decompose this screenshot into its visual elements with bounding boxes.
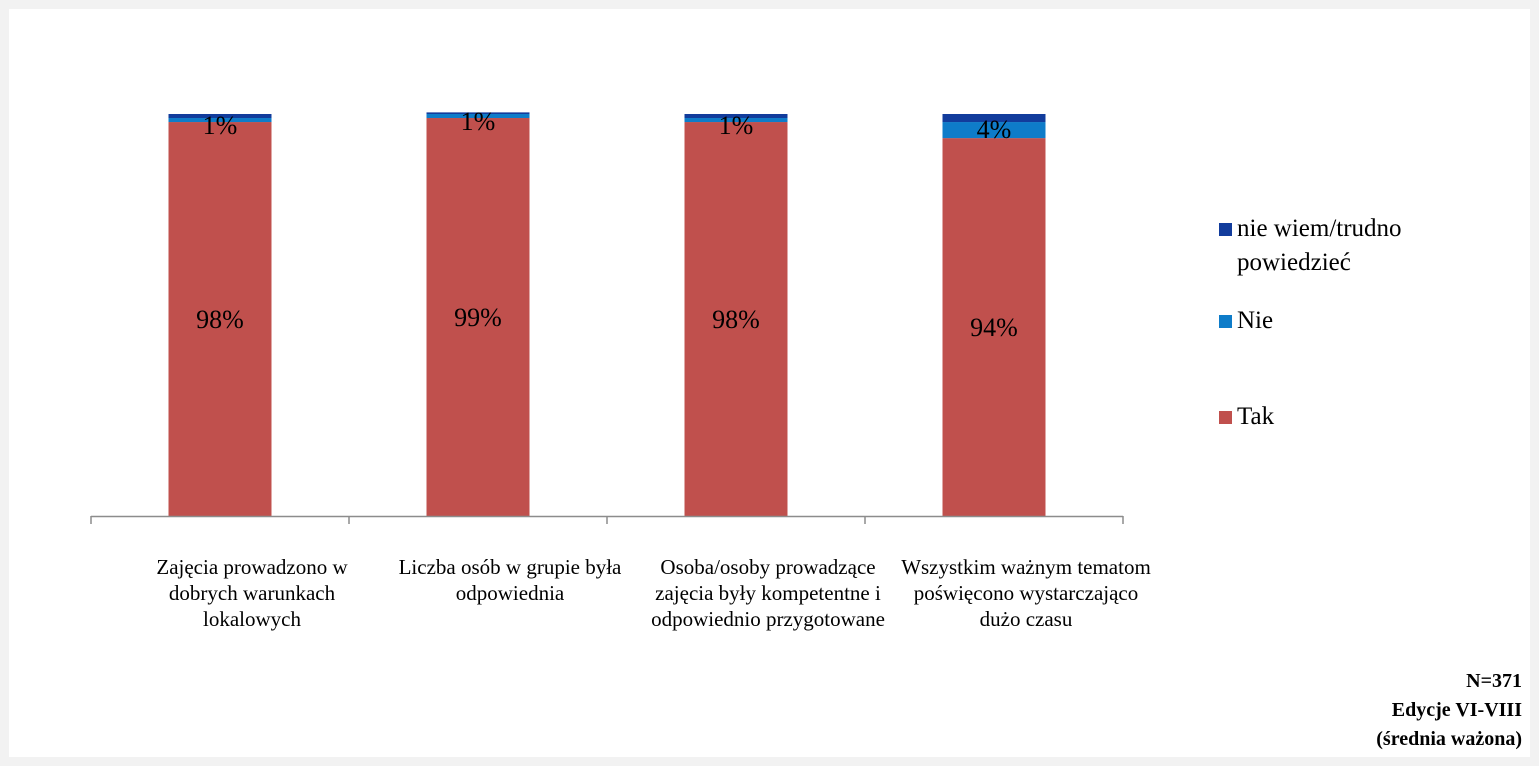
bar-nie-3 <box>684 118 788 123</box>
bar-tak-1 <box>168 122 272 516</box>
legend-swatch-nie-wiem <box>1219 223 1232 236</box>
bar-nie-wiem-3 <box>684 114 788 119</box>
value-label-tak-4: 94% <box>970 313 1018 342</box>
value-label-nie-1: 1% <box>203 111 238 140</box>
bar-nie-1 <box>168 118 272 123</box>
legend-item-nie: Nie <box>1219 304 1519 338</box>
bar-nie-wiem-4 <box>942 114 1046 123</box>
bar-nie-wiem-1 <box>168 114 272 119</box>
bar-nie-wiem-2 <box>426 112 530 114</box>
bar-tak-2 <box>426 118 530 517</box>
bar-tak-3 <box>684 122 788 516</box>
legend-label-nie: Nie <box>1237 307 1274 334</box>
value-label-nie-4: 4% <box>977 115 1012 144</box>
category-label-1: Zajęcia prowadzono w dobrych warunkach l… <box>156 555 348 631</box>
value-label-nie-2: 1% <box>461 107 496 136</box>
legend-label-nie-wiem: nie wiem/trudno powiedzieć <box>1237 215 1402 276</box>
stacked-bar-chart: 98% 1% 99% 1% 98% 1% 94% 4% <box>90 107 1124 524</box>
value-label-nie-3: 1% <box>719 111 754 140</box>
category-label-3: Osoba/osoby prowadzące zajęcia były komp… <box>651 555 885 631</box>
bar-nie-4 <box>942 122 1046 139</box>
value-label-tak-3: 98% <box>712 305 760 334</box>
value-label-tak-1: 98% <box>196 305 244 334</box>
bar-nie-2 <box>426 114 530 119</box>
value-label-tak-2: 99% <box>454 303 502 332</box>
sample-size: N=371 <box>1466 670 1522 692</box>
editions: Edycje VI-VIII <box>1391 699 1522 721</box>
legend-item-tak: Tak <box>1219 400 1519 434</box>
weighting-note: (średnia ważona) <box>1376 728 1522 750</box>
category-label-4: Wszystkim ważnym tematom poświęcono wyst… <box>901 555 1151 631</box>
legend-item-nie-wiem: nie wiem/trudno powiedzieć <box>1219 212 1519 280</box>
sample-note: N=371 Edycje VI-VIII (średnia ważona) <box>1262 667 1522 754</box>
legend-swatch-tak <box>1219 411 1232 424</box>
chart-frame: 98% 1% 99% 1% 98% 1% 94% 4% Zajęcia prowadzono … <box>9 9 1530 757</box>
legend-swatch-nie <box>1219 315 1232 328</box>
legend-label-tak: Tak <box>1237 403 1275 430</box>
category-label-2: Liczba osób w grupie była odpowiednia <box>398 555 622 605</box>
bar-tak-4 <box>942 138 1046 516</box>
